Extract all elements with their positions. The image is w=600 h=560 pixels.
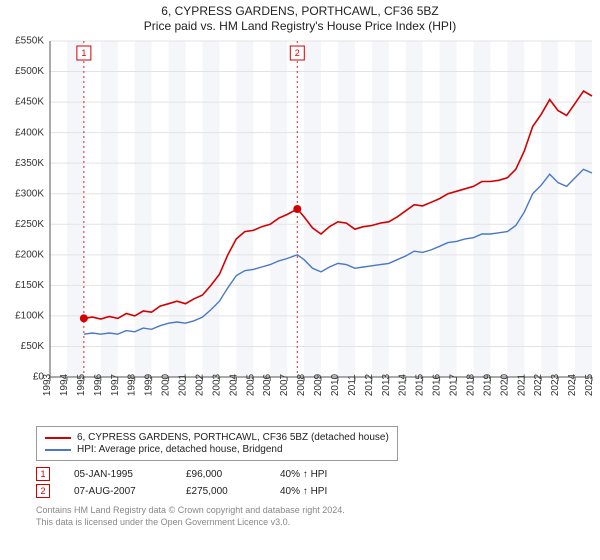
y-tick-label: £250K	[15, 219, 44, 230]
x-tick-label: 1998	[127, 373, 138, 396]
event-row: 2 07-AUG-2007 £275,000 40% ↑ HPI	[36, 484, 600, 498]
event-price: £96,000	[186, 469, 256, 480]
event-date: 05-JAN-1995	[74, 469, 162, 480]
x-tick-label: 1995	[76, 373, 87, 396]
legend-label: HPI: Average price, detached house, Brid…	[77, 444, 283, 455]
attribution: Contains HM Land Registry data © Crown c…	[36, 504, 600, 528]
y-tick-label: £450K	[15, 97, 44, 108]
attribution-line: This data is licensed under the Open Gov…	[36, 516, 600, 528]
x-tick-label: 2003	[211, 373, 222, 396]
event-row: 1 05-JAN-1995 £96,000 40% ↑ HPI	[36, 467, 600, 481]
event-delta: 40% ↑ HPI	[280, 469, 368, 480]
y-tick-label: £300K	[15, 188, 44, 199]
x-tick-label: 1994	[59, 373, 70, 396]
x-tick-label: 2000	[161, 373, 172, 396]
x-tick-label: 2025	[584, 373, 595, 396]
event-date: 07-AUG-2007	[74, 486, 162, 497]
title-block: 6, CYPRESS GARDENS, PORTHCAWL, CF36 5BZ …	[0, 0, 600, 35]
x-tick-label: 2019	[482, 373, 493, 396]
y-tick-label: £350K	[15, 158, 44, 169]
x-tick-label: 2007	[279, 373, 290, 396]
x-tick-label: 2010	[330, 373, 341, 396]
event-marker-icon: 2	[36, 484, 50, 498]
y-tick-label: £150K	[15, 280, 44, 291]
x-tick-label: 2004	[228, 373, 239, 396]
legend-swatch-icon	[45, 437, 71, 439]
x-tick-label: 2012	[364, 373, 375, 396]
event-marker-icon: 2	[295, 48, 300, 58]
y-tick-label: £200K	[15, 249, 44, 260]
y-tick-label: £550K	[15, 36, 44, 47]
x-tick-label: 1999	[144, 373, 155, 396]
x-tick-label: 2014	[398, 373, 409, 396]
chart-container: 6, CYPRESS GARDENS, PORTHCAWL, CF36 5BZ …	[0, 0, 600, 560]
x-tick-label: 1993	[42, 373, 53, 396]
y-tick-label: £50K	[21, 341, 45, 352]
x-tick-label: 2016	[432, 373, 443, 396]
x-tick-label: 2001	[178, 373, 189, 396]
x-tick-label: 2017	[449, 373, 460, 396]
legend-item: 6, CYPRESS GARDENS, PORTHCAWL, CF36 5BZ …	[45, 432, 389, 443]
x-tick-label: 2011	[347, 374, 358, 396]
x-tick-label: 2024	[567, 373, 578, 396]
data-point-icon	[293, 205, 301, 213]
attribution-line: Contains HM Land Registry data © Crown c…	[36, 504, 600, 516]
x-tick-label: 2005	[245, 373, 256, 396]
chart-plot: £0£50K£100K£150K£200K£250K£300K£350K£400…	[0, 35, 600, 420]
legend-item: HPI: Average price, detached house, Brid…	[45, 444, 389, 455]
x-tick-label: 2009	[313, 373, 324, 396]
event-delta: 40% ↑ HPI	[280, 486, 368, 497]
y-tick-label: £100K	[15, 311, 44, 322]
legend: 6, CYPRESS GARDENS, PORTHCAWL, CF36 5BZ …	[36, 426, 398, 461]
legend-label: 6, CYPRESS GARDENS, PORTHCAWL, CF36 5BZ …	[77, 432, 389, 443]
x-tick-label: 2021	[516, 373, 527, 396]
x-tick-label: 2015	[415, 373, 426, 396]
chart-subtitle: Price paid vs. HM Land Registry's House …	[0, 19, 600, 33]
x-tick-label: 2023	[550, 373, 561, 396]
x-tick-label: 2020	[499, 373, 510, 396]
data-point-icon	[80, 314, 88, 322]
legend-swatch-icon	[45, 449, 71, 451]
x-tick-label: 2006	[262, 373, 273, 396]
x-tick-label: 1997	[110, 373, 121, 396]
x-tick-label: 2008	[296, 373, 307, 396]
x-tick-label: 2018	[465, 373, 476, 396]
chart-svg: £0£50K£100K£150K£200K£250K£300K£350K£400…	[0, 35, 600, 420]
x-tick-label: 2002	[194, 373, 205, 396]
chart-title: 6, CYPRESS GARDENS, PORTHCAWL, CF36 5BZ	[0, 4, 600, 18]
x-tick-label: 2013	[381, 373, 392, 396]
event-marker-icon: 1	[81, 48, 86, 58]
event-table: 1 05-JAN-1995 £96,000 40% ↑ HPI 2 07-AUG-2007…	[36, 467, 600, 498]
y-tick-label: £400K	[15, 127, 44, 138]
x-tick-label: 1996	[93, 373, 104, 396]
y-tick-label: £500K	[15, 66, 44, 77]
event-marker-icon: 1	[36, 467, 50, 481]
x-tick-label: 2022	[533, 373, 544, 396]
event-price: £275,000	[186, 486, 256, 497]
